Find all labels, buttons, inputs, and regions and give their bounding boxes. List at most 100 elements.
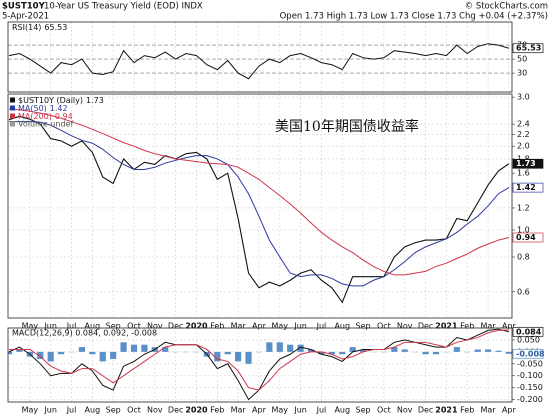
x-tick-label: Aug — [334, 406, 350, 415]
value-tag-label: 0.94 — [516, 233, 536, 242]
panel-frame — [7, 93, 513, 319]
legend-swatch — [10, 105, 15, 111]
histogram-bar — [287, 344, 294, 352]
series-line — [8, 43, 510, 80]
x-tick-label: Aug — [85, 406, 101, 415]
histogram-bar — [130, 344, 138, 352]
x-tick-label: 2021 — [435, 322, 458, 331]
y-tick-label: 0.8 — [517, 252, 530, 261]
legend-swatch — [10, 113, 15, 119]
legend-value: 0.94 — [55, 112, 73, 121]
series-line — [8, 108, 510, 276]
histogram-bar — [58, 351, 65, 355]
histogram-bar — [110, 351, 117, 360]
value-tag — [512, 43, 544, 54]
x-tick-label: 2020 — [185, 406, 208, 415]
histogram-bar — [495, 350, 502, 352]
y-tick-label: -0.200 — [517, 395, 543, 404]
x-tick-label: Oct — [127, 406, 141, 415]
x-tick-label: Mar — [231, 406, 247, 415]
histogram-bar — [276, 342, 283, 352]
histogram-bar — [391, 347, 398, 352]
histogram-bar — [474, 349, 481, 352]
x-tick-label: Dec — [168, 406, 183, 415]
legend-entry: MA(200) 0.94 — [18, 112, 73, 121]
histogram-bar — [16, 349, 23, 352]
histogram-bar — [297, 344, 304, 352]
legend-name: MA(200) — [18, 112, 52, 121]
source: © StockCharts.com — [465, 2, 548, 12]
panel-frame — [7, 327, 513, 403]
y-tick-label: 50 — [517, 55, 527, 64]
x-tick-label: Apr — [502, 406, 517, 415]
legend-entry: Volume undef — [18, 120, 73, 129]
x-tick-label: Jun — [43, 322, 57, 331]
value-tag-label: 1.42 — [516, 183, 536, 192]
histogram-bar — [141, 344, 148, 352]
histogram-bar — [401, 349, 408, 352]
x-tick-label: Apr — [252, 406, 267, 415]
x-tick-label: May — [272, 322, 289, 331]
x-tick-label: Dec — [418, 322, 433, 331]
y-tick-label: 1.2 — [517, 203, 530, 212]
value-tag — [512, 232, 544, 243]
histogram-bar — [162, 347, 169, 352]
x-tick-label: Mar — [231, 322, 247, 331]
series-line — [8, 115, 510, 304]
series-line — [9, 329, 509, 391]
y-tick-label: 1.0 — [517, 226, 530, 235]
value-tag-label: 65.53 — [516, 44, 541, 53]
x-tick-label: 2021 — [435, 406, 458, 415]
x-tick-label: Jul — [66, 406, 77, 415]
x-tick-label: Jun — [293, 322, 307, 331]
legend-entry: MA(50) 1.42 — [18, 104, 68, 113]
x-tick-label: Nov — [147, 322, 163, 331]
quote: Open 1.73 High 1.73 Low 1.73 Close 1.73 … — [280, 12, 548, 22]
legend-swatch — [10, 121, 15, 127]
histogram-bar — [120, 342, 127, 352]
panel-label: RSI(14) 65.53 — [12, 23, 67, 32]
x-tick-label: Apr — [252, 322, 267, 331]
plot — [8, 108, 510, 304]
histogram-bar — [484, 349, 492, 352]
legend-value: 1.42 — [50, 104, 68, 113]
x-tick-label: Jul — [316, 406, 327, 415]
y-tick-label: 0.6 — [517, 287, 530, 296]
value-tag — [512, 158, 544, 169]
histogram-bar — [37, 351, 44, 360]
histogram-bar — [432, 351, 440, 355]
x-tick-label: Aug — [334, 322, 350, 331]
x-tick-label: 2020 — [185, 322, 208, 331]
panel-frame — [7, 21, 513, 93]
histogram-bar — [349, 347, 356, 352]
legend-value: 1.73 — [86, 96, 104, 105]
histogram-bar — [214, 351, 221, 362]
x-tick-label: Mar — [481, 406, 497, 415]
symbol: $UST10Y — [2, 2, 46, 12]
value-tag — [512, 348, 544, 359]
y-tick-label: 30 — [517, 69, 527, 78]
plot — [8, 328, 512, 401]
annotation: 美国10年期国债收益率 — [275, 118, 419, 135]
value-tag-label: 1.73 — [516, 159, 536, 168]
x-tick-label: Sep — [106, 322, 121, 331]
x-tick-label: Jun — [43, 406, 57, 415]
x-tick-label: Nov — [147, 406, 163, 415]
y-tick-label: -0.050 — [517, 359, 543, 368]
panel-label: MACD(12,26,9) 0.084, 0.092, -0.008 — [12, 329, 157, 338]
histogram-bar — [235, 351, 242, 362]
legend-swatch — [10, 97, 15, 103]
value-tag-label: -0.008 — [516, 349, 545, 358]
y-tick-label: -0.150 — [517, 383, 543, 392]
y-tick-label: 2.0 — [517, 142, 530, 151]
histogram-bar — [328, 351, 335, 355]
x-tick-label: Sep — [106, 406, 121, 415]
histogram-bar — [47, 351, 54, 362]
plot — [8, 43, 510, 80]
x-tick-label: Aug — [85, 322, 101, 331]
x-tick-label: Dec — [418, 406, 433, 415]
x-tick-label: Jun — [293, 406, 307, 415]
x-tick-label: Nov — [397, 406, 413, 415]
histogram-bar — [89, 351, 96, 355]
